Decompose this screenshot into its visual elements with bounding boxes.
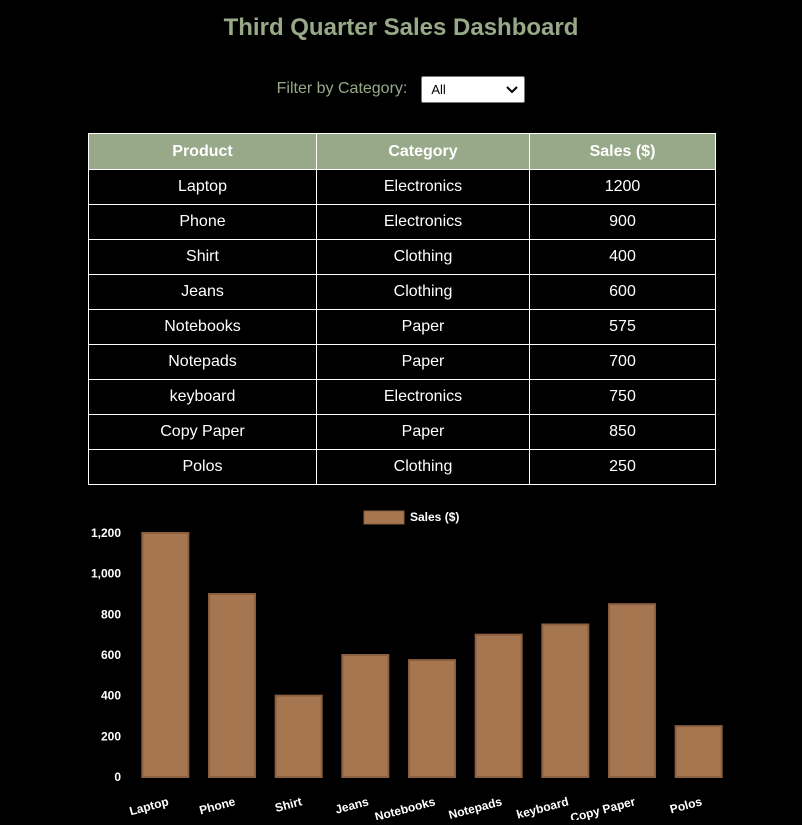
sales-chart: Sales ($) 0 200 400 600 800 1,000 1,200 Laptop Ph… [0, 500, 802, 825]
x-tick-label: keyboard [515, 794, 570, 820]
chart-bar [474, 633, 523, 778]
cell-category: Clothing [316, 274, 530, 310]
chart-bar [608, 603, 656, 778]
category-select[interactable]: All [421, 75, 526, 103]
cell-category: Paper [316, 414, 530, 450]
sales-bar-chart: Sales ($) 0 200 400 600 800 1,000 1,200 Laptop Ph… [91, 510, 723, 825]
chart-bar [141, 532, 190, 778]
category-select-value: All [431, 81, 446, 97]
cell-product: keyboard [88, 379, 317, 415]
y-tick-label: 1,200 [91, 526, 121, 540]
x-tick-label: Polos [668, 794, 703, 816]
cell-product: Copy Paper [88, 414, 317, 450]
cell-sales: 250 [529, 449, 716, 485]
column-header-sales[interactable]: Sales ($) [529, 133, 716, 170]
cell-product: Notebooks [88, 309, 317, 345]
chevron-down-icon [506, 85, 519, 93]
chart-bar [674, 725, 723, 779]
cell-category: Clothing [316, 239, 530, 275]
x-tick-label: Jeans [334, 794, 371, 816]
x-tick-label: Shirt [273, 794, 303, 815]
cell-sales: 600 [529, 274, 716, 310]
cell-product: Laptop [88, 169, 317, 205]
column-header-category[interactable]: Category [316, 133, 530, 170]
y-tick-label: 1,000 [91, 567, 121, 581]
cell-category: Paper [316, 344, 530, 380]
cell-product: Polos [88, 449, 317, 485]
chart-bar [208, 593, 256, 778]
x-tick-label: Copy Paper [569, 794, 637, 820]
table-row: Laptop Electronics 1200 [88, 169, 716, 205]
filter-label: Filter by Category: [276, 80, 408, 97]
page-title: Third Quarter Sales Dashboard [223, 14, 579, 41]
table-row: Notebooks Paper 575 [88, 309, 716, 345]
cell-sales: 575 [529, 309, 716, 345]
table-row: keyboard Electronics 750 [88, 379, 716, 415]
y-tick-label: 600 [101, 648, 121, 662]
table-row: Notepads Paper 700 [88, 344, 716, 380]
y-tick-label: 0 [114, 770, 121, 784]
table-body: Laptop Electronics 1200 Phone Electronics 900… [88, 169, 716, 485]
table-row: Copy Paper Paper 850 [88, 414, 716, 450]
table-header-row: Product Category Sales ($) [88, 133, 716, 170]
table-row: Polos Clothing 250 [88, 449, 716, 485]
column-header-product[interactable]: Product [88, 133, 317, 170]
y-tick-label: 200 [101, 729, 121, 743]
x-tick-label: Laptop [128, 794, 170, 818]
x-tick-label: Notepads [447, 794, 504, 820]
cell-sales: 900 [529, 204, 716, 240]
table-row: Jeans Clothing 600 [88, 274, 716, 310]
cell-product: Jeans [88, 274, 317, 310]
cell-category: Electronics [316, 169, 530, 205]
table-row: Phone Electronics 900 [88, 204, 716, 240]
x-tick-label: Phone [198, 794, 237, 817]
table-row: Shirt Clothing 400 [88, 239, 716, 275]
cell-sales: 400 [529, 239, 716, 275]
legend-label: Sales ($) [410, 510, 459, 524]
cell-product: Phone [88, 204, 317, 240]
sales-table: Product Category Sales ($) Laptop Electro… [88, 133, 716, 485]
legend-swatch [363, 510, 405, 525]
cell-product: Notepads [88, 344, 317, 380]
y-tick-label: 800 [101, 607, 121, 621]
cell-sales: 1200 [529, 169, 716, 205]
cell-sales: 750 [529, 379, 716, 415]
chart-bar [541, 623, 590, 778]
chart-bar [274, 694, 323, 779]
chart-bar [408, 659, 456, 778]
cell-sales: 700 [529, 344, 716, 380]
x-tick-label: Notebooks [373, 794, 437, 820]
cell-category: Clothing [316, 449, 530, 485]
chart-bar [341, 654, 390, 778]
cell-category: Paper [316, 309, 530, 345]
y-tick-label: 400 [101, 689, 121, 703]
cell-product: Shirt [88, 239, 317, 275]
category-filter: Filter by Category: All [0, 74, 802, 104]
cell-sales: 850 [529, 414, 716, 450]
cell-category: Electronics [316, 204, 530, 240]
cell-category: Electronics [316, 379, 530, 415]
